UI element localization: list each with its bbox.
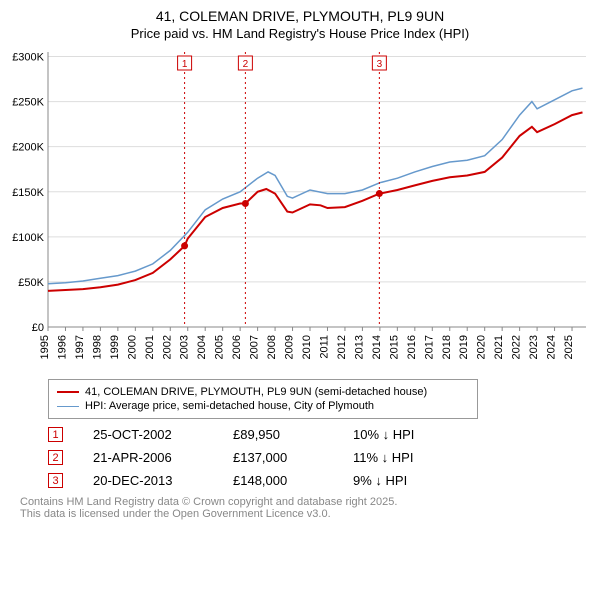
x-tick-label: 2011: [318, 335, 330, 359]
marker-dot: [181, 242, 188, 249]
x-tick-label: 2007: [249, 335, 261, 359]
x-tick-label: 2000: [126, 335, 138, 359]
transaction-row: 3 20-DEC-2013 £148,000 9% ↓ HPI: [48, 473, 590, 488]
y-tick-label: £150K: [12, 187, 44, 199]
transaction-delta: 10% ↓ HPI: [353, 427, 453, 442]
y-tick-label: £100K: [12, 232, 44, 244]
x-tick-label: 2019: [458, 335, 470, 359]
chart-svg: £0 £50K £100K £150K £200K £250K £300K 1995 1996 1…: [10, 47, 590, 377]
x-tick-label: 2008: [266, 335, 278, 359]
x-tick-label: 2003: [179, 335, 191, 359]
chart-container: 41, COLEMAN DRIVE, PLYMOUTH, PL9 9UN Pri…: [0, 0, 600, 526]
transaction-row: 2 21-APR-2006 £137,000 11% ↓ HPI: [48, 450, 590, 465]
legend-swatch: [57, 391, 79, 393]
title-line2: Price paid vs. HM Land Registry's House …: [10, 26, 590, 41]
legend-item: 41, COLEMAN DRIVE, PLYMOUTH, PL9 9UN (se…: [57, 386, 469, 398]
transaction-price: £137,000: [233, 450, 323, 465]
x-tick-label: 2012: [336, 335, 348, 359]
x-tick-label: 2018: [441, 335, 453, 359]
x-tick-label: 2005: [214, 335, 226, 359]
marker-dot: [242, 200, 249, 207]
footer-line1: Contains HM Land Registry data © Crown c…: [20, 496, 590, 508]
x-tick-label: 2010: [301, 335, 313, 359]
x-tick-label: 2023: [528, 335, 540, 359]
legend-swatch: [57, 406, 79, 407]
series-hpi: [48, 88, 583, 284]
transaction-marker: 1: [48, 427, 63, 442]
x-tick-label: 2006: [231, 335, 243, 359]
marker-num: 3: [377, 59, 383, 70]
transaction-delta: 11% ↓ HPI: [353, 450, 453, 465]
transaction-marker: 3: [48, 473, 63, 488]
footer: Contains HM Land Registry data © Crown c…: [20, 496, 590, 520]
title-block: 41, COLEMAN DRIVE, PLYMOUTH, PL9 9UN Pri…: [10, 8, 590, 41]
x-tick-label: 2017: [423, 335, 435, 359]
transaction-price: £89,950: [233, 427, 323, 442]
x-tick-label: 1995: [39, 335, 51, 359]
x-tick-label: 2014: [371, 335, 383, 359]
y-tick-label: £250K: [12, 97, 44, 109]
x-tick-label: 2022: [511, 335, 523, 359]
transaction-row: 1 25-OCT-2002 £89,950 10% ↓ HPI: [48, 427, 590, 442]
x-tick-label: 2024: [546, 335, 558, 359]
marker-num: 1: [182, 59, 188, 70]
y-tick-label: £200K: [12, 142, 44, 154]
x-tick-label: 2025: [563, 335, 575, 359]
transaction-date: 21-APR-2006: [93, 450, 203, 465]
legend-item: HPI: Average price, semi-detached house,…: [57, 400, 469, 412]
marker-num: 2: [243, 59, 249, 70]
x-tick-label: 2020: [476, 335, 488, 359]
x-tick-label: 2015: [388, 335, 400, 359]
marker-dot: [376, 190, 383, 197]
transactions-table: 1 25-OCT-2002 £89,950 10% ↓ HPI 2 21-APR-2006…: [48, 427, 590, 488]
x-tick-label: 1999: [109, 335, 121, 359]
x-tick-label: 1996: [56, 335, 68, 359]
legend-label: 41, COLEMAN DRIVE, PLYMOUTH, PL9 9UN (se…: [85, 386, 427, 398]
x-tick-label: 2002: [161, 335, 173, 359]
title-line1: 41, COLEMAN DRIVE, PLYMOUTH, PL9 9UN: [10, 8, 590, 24]
x-tick-label: 2021: [493, 335, 505, 359]
x-tick-label: 2016: [406, 335, 418, 359]
chart: £0 £50K £100K £150K £200K £250K £300K 1995 1996 1…: [10, 47, 590, 377]
legend: 41, COLEMAN DRIVE, PLYMOUTH, PL9 9UN (se…: [48, 379, 478, 419]
y-tick-label: £300K: [12, 52, 44, 64]
transaction-delta: 9% ↓ HPI: [353, 473, 453, 488]
footer-line2: This data is licensed under the Open Gov…: [20, 508, 590, 520]
transaction-date: 20-DEC-2013: [93, 473, 203, 488]
transaction-price: £148,000: [233, 473, 323, 488]
transaction-date: 25-OCT-2002: [93, 427, 203, 442]
x-tick-label: 1998: [91, 335, 103, 359]
x-tick-label: 2009: [284, 335, 296, 359]
x-tick-label: 1997: [74, 335, 86, 359]
transaction-marker: 2: [48, 450, 63, 465]
y-tick-label: £0: [32, 322, 44, 334]
x-tick-label: 2001: [144, 335, 156, 359]
x-tick-label: 2004: [196, 335, 208, 359]
legend-label: HPI: Average price, semi-detached house,…: [85, 400, 374, 412]
x-tick-label: 2013: [353, 335, 365, 359]
y-tick-label: £50K: [18, 277, 44, 289]
